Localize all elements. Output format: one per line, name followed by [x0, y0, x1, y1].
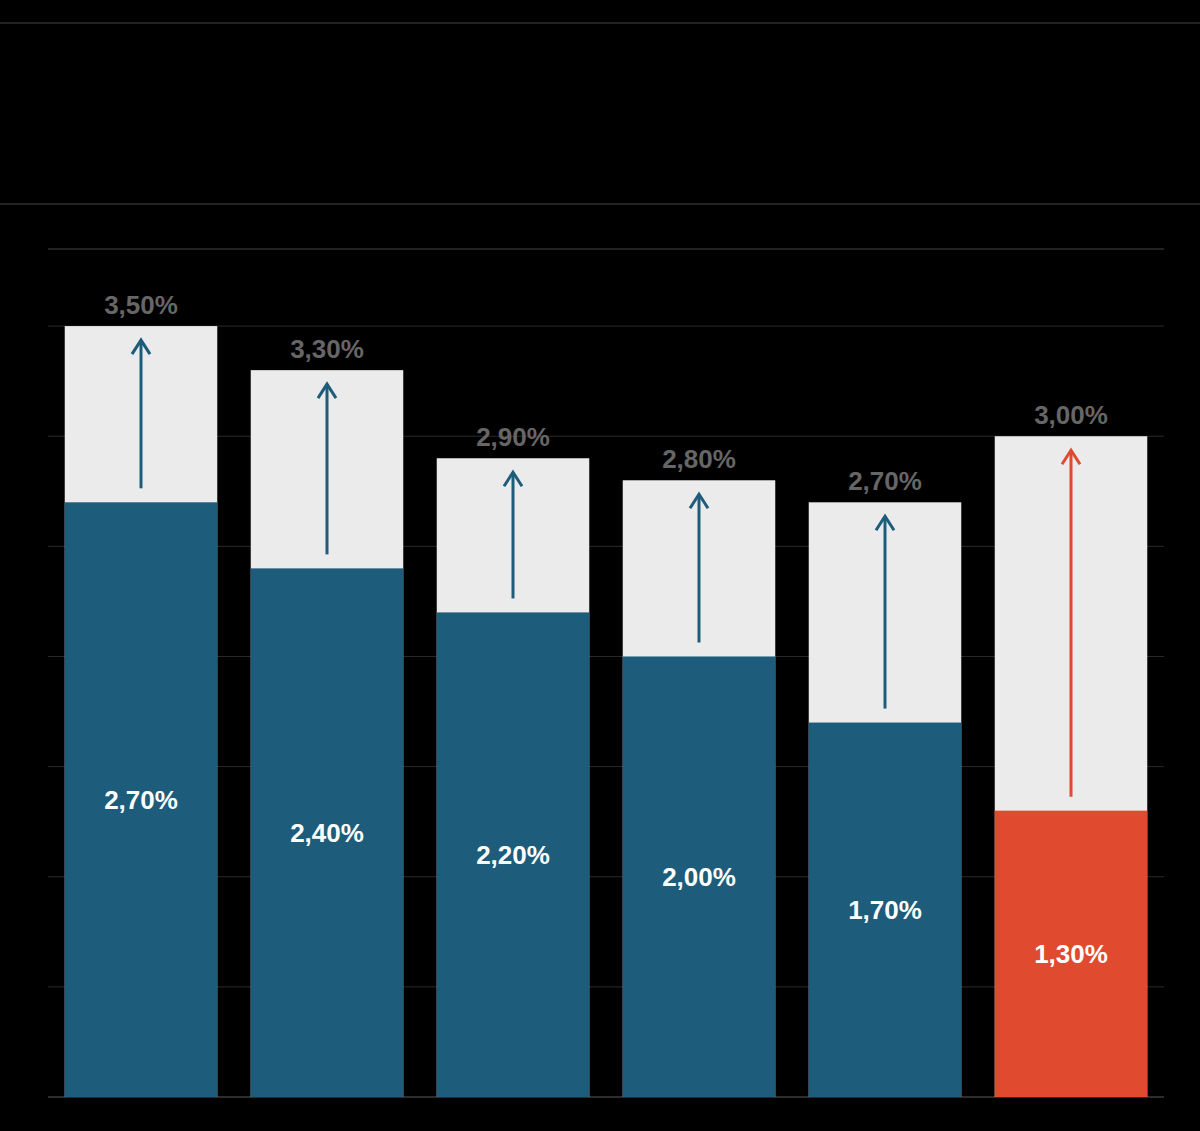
arrow-head	[504, 472, 522, 486]
bar-lower	[437, 612, 590, 1097]
arrow-shaft	[512, 472, 515, 598]
arrow-head	[1062, 450, 1080, 464]
bar-upper	[995, 436, 1148, 1097]
grid	[48, 326, 1164, 1097]
data-label: 2,70%	[104, 785, 178, 815]
arrow-head	[318, 384, 336, 398]
arrow-shaft	[884, 516, 887, 708]
arrow-shaft	[698, 494, 701, 642]
data-label: 1,70%	[848, 895, 922, 925]
labels: 2,70% 3,50% 2,40% 3,30% 2,20% 2,90% 2,00% 2,80%…	[104, 290, 1108, 969]
bar-lower	[251, 568, 404, 1097]
bar-upper	[251, 370, 404, 1097]
bar-upper	[623, 480, 776, 1097]
arrow-shaft	[140, 340, 143, 488]
data-label: 3,50%	[104, 290, 178, 320]
arrow-head	[876, 516, 894, 530]
arrow	[1062, 450, 1080, 796]
header-rule	[0, 23, 1200, 24]
arrow-head	[132, 340, 150, 354]
bar-lower	[623, 656, 776, 1097]
bar-lower	[809, 723, 962, 1097]
bar-upper	[65, 326, 218, 1097]
data-label: 1,30%	[1034, 939, 1108, 969]
range-top-line	[48, 249, 1164, 250]
arrow-shaft	[1070, 450, 1073, 796]
bar-lower	[65, 502, 218, 1097]
data-label: 3,30%	[290, 334, 364, 364]
marks	[65, 326, 1148, 1097]
chart-container: 2,70% 3,50% 2,40% 3,30% 2,20% 2,90% 2,00% 2,80%…	[0, 0, 1200, 1131]
arrow	[504, 472, 522, 598]
arrow	[132, 340, 150, 488]
arrow	[876, 516, 894, 708]
arrow	[690, 494, 708, 642]
arrow-shaft	[326, 384, 329, 554]
data-label: 2,80%	[662, 444, 736, 474]
header-rule	[0, 204, 1200, 205]
data-label: 2,40%	[290, 818, 364, 848]
data-label: 3,00%	[1034, 400, 1108, 430]
chart-svg: 2,70% 3,50% 2,40% 3,30% 2,20% 2,90% 2,00% 2,80%…	[0, 0, 1200, 1131]
data-label: 2,20%	[476, 840, 550, 870]
arrow	[318, 384, 336, 554]
page: {"chart_data": {"type": "bar", "categori…	[0, 0, 1200, 1131]
bar-lower	[995, 811, 1148, 1097]
data-label: 2,00%	[662, 862, 736, 892]
data-label: 2,90%	[476, 422, 550, 452]
bar-upper	[809, 502, 962, 1097]
arrow-head	[690, 494, 708, 508]
data-label: 2,70%	[848, 466, 922, 496]
bar-upper	[437, 458, 590, 1097]
